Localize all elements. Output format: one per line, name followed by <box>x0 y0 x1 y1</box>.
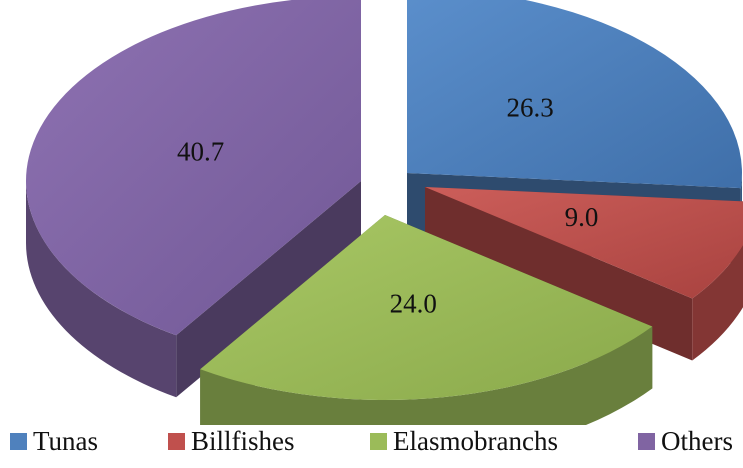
legend-swatch-billfishes <box>168 433 185 450</box>
legend-label-others: Others <box>661 426 733 456</box>
legend-swatch-others <box>638 433 655 450</box>
legend-swatch-tunas <box>10 433 27 450</box>
legend-label-tunas: Tunas <box>33 426 99 456</box>
legend-item-others: Others <box>638 426 733 457</box>
data-label-billfishes: 9.0 <box>565 202 599 232</box>
pie-top-elasmobranchs <box>200 215 653 400</box>
legend-item-elasmobranchs: Elasmobranchs <box>370 426 558 457</box>
pie-top-others <box>25 0 361 336</box>
pie-slice-others <box>25 0 361 398</box>
data-label-tunas: 26.3 <box>507 93 554 123</box>
pie-wall-elasmobranchs <box>200 326 653 425</box>
pie-data-labels: 26.3 9.0 24.0 40.7 <box>177 93 598 319</box>
pie-top-tunas <box>407 0 742 189</box>
legend-label-billfishes: Billfishes <box>191 426 295 456</box>
legend-item-tunas: Tunas <box>10 426 98 457</box>
data-label-elasmobranchs: 24.0 <box>390 288 437 318</box>
pie-wall-billfishes <box>692 245 743 361</box>
data-label-others: 40.7 <box>177 137 224 167</box>
legend-label-elasmobranchs: Elasmobranchs <box>393 426 558 456</box>
legend-item-billfishes: Billfishes <box>168 426 295 457</box>
legend-swatch-elasmobranchs <box>370 433 387 450</box>
pie-wall-others <box>26 181 177 398</box>
pie-side-others-0 <box>176 181 361 398</box>
pie-slices <box>25 0 743 425</box>
chart-legend: Tunas Billfishes Elasmobranchs Others <box>0 426 743 466</box>
pie-top-billfishes <box>425 187 743 299</box>
pie-slice-elasmobranchs <box>200 215 653 425</box>
pie-chart: 26.3 9.0 24.0 40.7 <box>25 0 743 425</box>
